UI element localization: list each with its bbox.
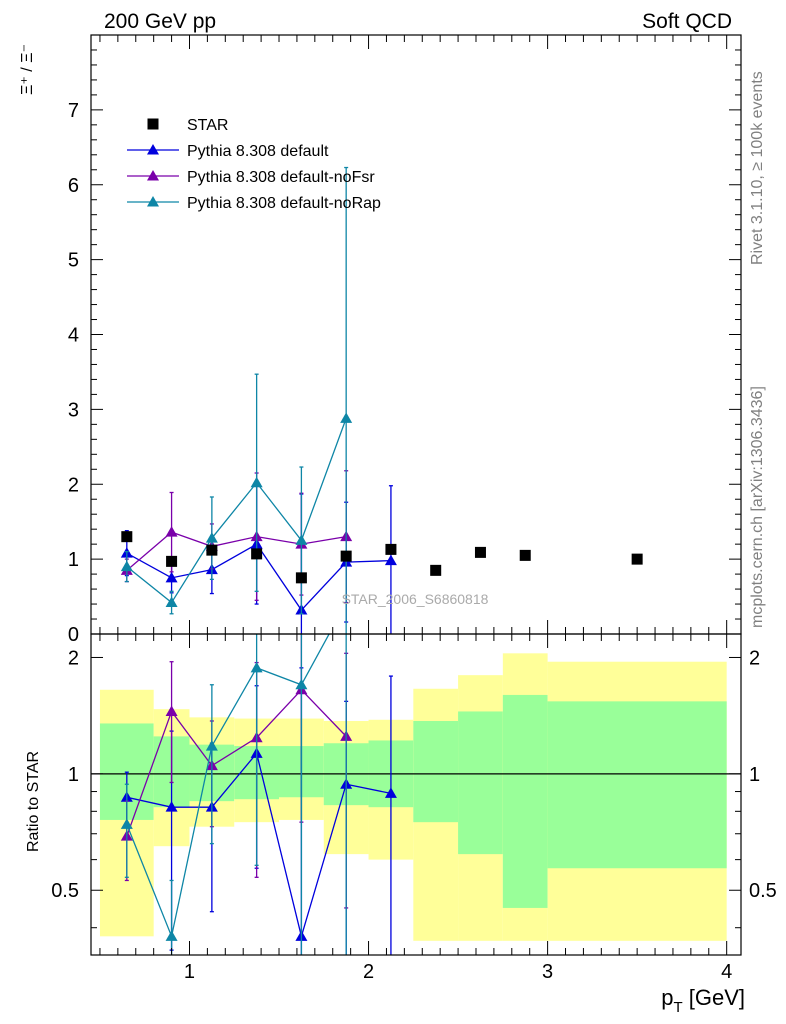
x-axis-label-unit: [GeV]: [683, 985, 745, 1010]
main-marks: [120, 166, 643, 634]
ratio-frame: [90, 633, 742, 956]
ratio-series-group: [120, 634, 397, 955]
star-point: [519, 549, 531, 561]
ratio-point-noRap: [250, 661, 263, 673]
star-point: [166, 555, 178, 567]
main-y-tick-label: 3: [68, 399, 79, 421]
ratio-y-tick-label-right: 0.5: [749, 880, 777, 902]
star-point: [206, 544, 218, 556]
star-point: [251, 548, 263, 560]
main-y-tick-label: 4: [68, 325, 79, 347]
ratio-y-tick-label: 1: [68, 764, 79, 786]
y-axis-label-main: Ξ⁺ / Ξ⁻: [19, 44, 36, 95]
star-point: [631, 553, 643, 565]
main-y-tick-label: 7: [68, 100, 79, 122]
main-point-noRap: [295, 534, 308, 545]
legend-marker-noFsr: [147, 170, 159, 181]
star-point: [121, 531, 133, 543]
main-point-noRap: [205, 532, 218, 543]
ratio-y-tick-label-right: 1: [749, 764, 760, 786]
legend-label-default: Pythia 8.308 default: [187, 143, 329, 160]
main-line-noRap: [126, 418, 347, 604]
main-point-noRap: [165, 596, 178, 608]
watermark: STAR_2006_S6860818: [342, 591, 489, 607]
star-point: [474, 546, 486, 558]
star-point: [295, 572, 307, 584]
legend-label-noRap: Pythia 8.308 default-noRap: [187, 195, 381, 212]
header-left: 200 GeV pp: [104, 10, 216, 33]
x-tick-label: 3: [542, 961, 553, 983]
band-inner: [547, 701, 727, 869]
main-line-noFsr: [126, 531, 347, 571]
band-inner: [502, 694, 548, 908]
main-point-noFsr: [165, 526, 178, 537]
ratio-band-group: [91, 653, 741, 941]
legend-marker-star: [147, 118, 159, 130]
legend: STAR Pythia 8.308 default Pythia 8.308 def…: [127, 117, 381, 212]
ratio-bands: [91, 653, 741, 941]
main-point-noRap: [250, 476, 263, 488]
main-y-tick-label: 6: [68, 175, 79, 197]
star-point: [385, 543, 397, 555]
main-y-tick-label: 0: [68, 624, 79, 646]
mcplots-label: mcplots.cern.ch [arXiv:1306.3436]: [749, 386, 766, 628]
main-y-tick-label: 5: [68, 250, 79, 272]
ratio-axis-label: Ratio to STAR: [25, 751, 42, 852]
star-point: [340, 550, 352, 562]
ratio-y-tick-label: 0.5: [51, 880, 79, 902]
header-right: Soft QCD: [642, 10, 732, 33]
ratio-y-tick-label: 2: [68, 647, 79, 669]
ratio-y-tick-label-right: 2: [749, 647, 760, 669]
rivet-label: Rivet 3.1.10, ≥ 100k events: [749, 71, 766, 265]
axis-ticks: 0 1 2 3 4 5 6 7 1 2 3 4 0.5 0.5 1 1 2 2: [51, 35, 777, 983]
star-point: [430, 564, 442, 576]
band-inner: [458, 711, 503, 855]
x-tick-label: 1: [184, 961, 195, 983]
x-axis-label-p: p: [661, 985, 673, 1010]
ratio-point-noRap: [120, 818, 133, 829]
ratio-point-default: [384, 787, 397, 798]
main-point-noRap: [120, 560, 133, 572]
x-tick-label: 4: [721, 961, 732, 983]
main-y-tick-label: 2: [68, 474, 79, 496]
ratio-line-noFsr: [126, 688, 347, 837]
x-axis-label-sub: T: [673, 999, 682, 1016]
main-y-tick-label: 1: [68, 549, 79, 571]
ratio-point-noRap: [205, 740, 218, 751]
ratio-point-noRap: [165, 930, 178, 941]
band-inner: [413, 720, 459, 823]
ratio-point-noFsr: [165, 705, 178, 716]
main-point-default: [384, 554, 397, 566]
x-tick-label: 2: [363, 961, 374, 983]
main-series-group: [120, 166, 643, 634]
ratio-panel: [120, 634, 397, 955]
legend-marker-noRap: [147, 196, 159, 207]
legend-marker-default: [147, 144, 159, 155]
legend-label-noFsr: Pythia 8.308 default-noFsr: [187, 169, 375, 186]
main-point-noRap: [340, 412, 353, 423]
legend-label-star: STAR: [187, 117, 228, 134]
main-point-default: [165, 571, 178, 583]
ratio-point-noRap: [295, 678, 308, 690]
x-axis-label: pT [GeV]: [661, 985, 745, 1016]
ratio-point-default: [165, 801, 178, 812]
ratio-line-noRap: [126, 634, 330, 939]
